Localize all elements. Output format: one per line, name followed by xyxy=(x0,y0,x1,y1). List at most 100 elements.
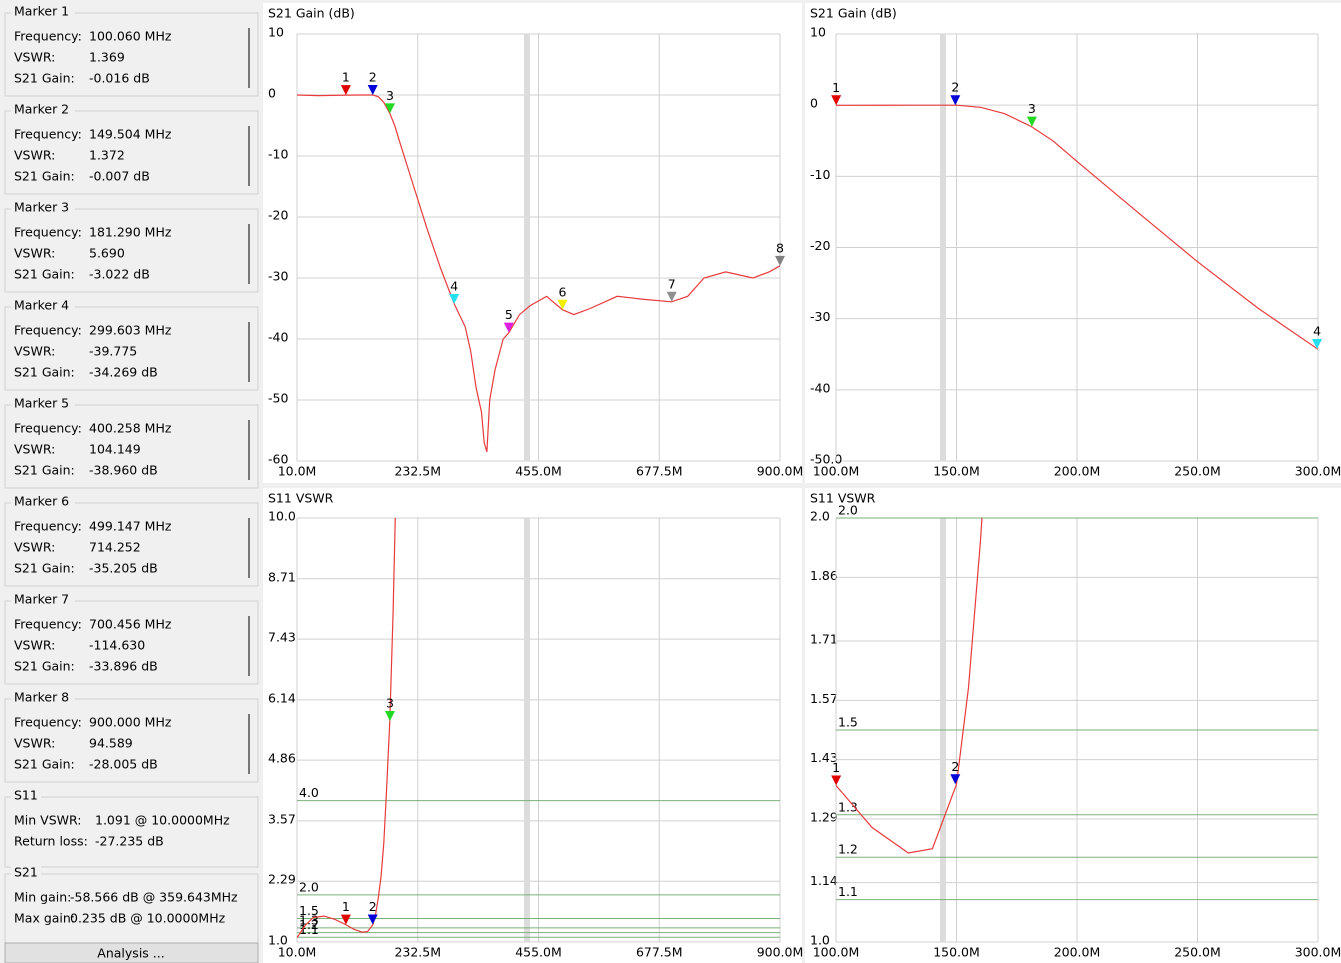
y-tick-label: 0 xyxy=(810,96,818,111)
x-tick-label: 100.0M xyxy=(813,464,860,479)
plot-panel xyxy=(263,488,802,963)
reference-label: 1.3 xyxy=(299,912,319,927)
marker-title-bg xyxy=(11,397,75,411)
y-tick-label: 6.14 xyxy=(268,690,296,705)
field-value: -34.269 dB xyxy=(89,365,158,380)
analysis-button[interactable] xyxy=(4,942,259,963)
plot-panel xyxy=(805,3,1341,483)
reference-label: 1.5 xyxy=(838,715,858,730)
x-tick-label: 677.5M xyxy=(636,945,683,960)
reference-label: 1.1 xyxy=(838,884,858,899)
marker-tag: 1 xyxy=(342,70,350,85)
y-tick-label: 10 xyxy=(810,25,826,40)
field-value: -0.016 dB xyxy=(89,71,150,86)
y-tick-label: 1.71 xyxy=(810,631,838,646)
marker-triangle xyxy=(557,299,568,310)
marker-triangle xyxy=(950,774,961,785)
trace xyxy=(836,104,1318,350)
summary-title: S11 xyxy=(14,788,38,803)
summary-label: Return loss: xyxy=(14,834,88,849)
marker-tag: 2 xyxy=(369,70,377,85)
x-tick-label: 150.0M xyxy=(933,945,980,960)
x-tick-label: 200.0M xyxy=(1054,945,1101,960)
field-label: S21 Gain: xyxy=(14,267,75,282)
marker-title-bg xyxy=(11,5,75,19)
summary-value: -58.566 dB @ 359.643MHz xyxy=(70,890,238,905)
marker-triangle xyxy=(666,291,677,302)
marker-title: Marker 4 xyxy=(14,298,69,313)
marker-title-bg xyxy=(11,495,75,509)
field-label: Frequency: xyxy=(14,127,82,142)
marker-box xyxy=(4,600,259,685)
marker-triangle xyxy=(449,294,460,305)
marker-tag: 2 xyxy=(369,899,377,914)
plot-title: S11 VSWR xyxy=(268,491,334,506)
field-value: -33.896 dB xyxy=(89,659,158,674)
field-value: 714.252 xyxy=(89,540,141,555)
summary-title-bg xyxy=(11,789,41,803)
x-tick-label: 300.0M xyxy=(1295,945,1341,960)
x-tick-label: 10.0M xyxy=(278,464,317,479)
y-tick-label: 2.29 xyxy=(268,872,296,887)
marker-tag: 2 xyxy=(951,80,959,95)
sweep-band xyxy=(524,518,530,942)
marker-title-bg xyxy=(11,691,75,705)
marker-title-bg xyxy=(11,201,75,215)
field-label: S21 Gain: xyxy=(14,169,75,184)
field-value: -35.205 dB xyxy=(89,561,158,576)
x-tick-label: 100.0M xyxy=(813,945,860,960)
marker-triangle xyxy=(367,914,378,925)
x-tick-label: 900.0M xyxy=(757,464,804,479)
marker-tag: 1 xyxy=(342,899,350,914)
plot-panel xyxy=(263,3,802,483)
marker-title: Marker 8 xyxy=(14,690,69,705)
summary-box xyxy=(4,796,259,868)
x-tick-label: 232.5M xyxy=(394,464,441,479)
field-label: S21 Gain: xyxy=(14,71,75,86)
y-tick-label: -30 xyxy=(810,309,830,324)
reference-label: 1.5 xyxy=(299,903,319,918)
reference-label: 1.2 xyxy=(838,842,858,857)
marker-tag: 3 xyxy=(386,696,394,711)
field-label: S21 Gain: xyxy=(14,561,75,576)
marker-box xyxy=(4,404,259,489)
reference-label: 2.0 xyxy=(838,503,858,518)
field-label: S21 Gain: xyxy=(14,757,75,772)
x-tick-label: 232.5M xyxy=(394,945,441,960)
marker-tag: 1 xyxy=(832,80,840,95)
marker-tag: 1 xyxy=(832,760,840,775)
summary-title: S21 xyxy=(14,865,38,880)
summary-value: 1.091 @ 10.0000MHz xyxy=(95,813,230,828)
summary-value: -27.235 dB xyxy=(95,834,164,849)
y-tick-label: 10.0 xyxy=(268,509,296,524)
marker-triangle xyxy=(831,775,842,786)
sweep-band xyxy=(940,34,946,461)
y-tick-label: 3.57 xyxy=(268,811,296,826)
field-value: 149.504 MHz xyxy=(89,127,172,142)
reference-label: 1.2 xyxy=(299,917,319,932)
marker-title-bg xyxy=(11,593,75,607)
field-value: -114.630 xyxy=(89,638,145,653)
y-tick-label: -50.0 xyxy=(810,452,842,467)
y-tick-label: 1.29 xyxy=(810,810,838,825)
marker-tag: 3 xyxy=(1028,101,1036,116)
x-tick-label: 150.0M xyxy=(933,464,980,479)
marker-triangle xyxy=(950,95,961,106)
marker-title: Marker 5 xyxy=(14,396,69,411)
field-value: -0.007 dB xyxy=(89,169,150,184)
field-label: VSWR: xyxy=(14,540,55,555)
analysis-button-label[interactable]: Analysis ... xyxy=(97,946,164,961)
field-value: 181.290 MHz xyxy=(89,225,172,240)
marker-box xyxy=(4,12,259,97)
field-label: VSWR: xyxy=(14,148,55,163)
y-tick-label: 2.0 xyxy=(810,509,830,524)
y-tick-label: 0 xyxy=(268,86,276,101)
marker-title: Marker 6 xyxy=(14,494,69,509)
x-tick-label: 200.0M xyxy=(1054,464,1101,479)
field-value: 499.147 MHz xyxy=(89,519,172,534)
marker-triangle xyxy=(384,711,395,722)
marker-tag: 2 xyxy=(951,759,959,774)
marker-box xyxy=(4,208,259,293)
field-label: S21 Gain: xyxy=(14,365,75,380)
